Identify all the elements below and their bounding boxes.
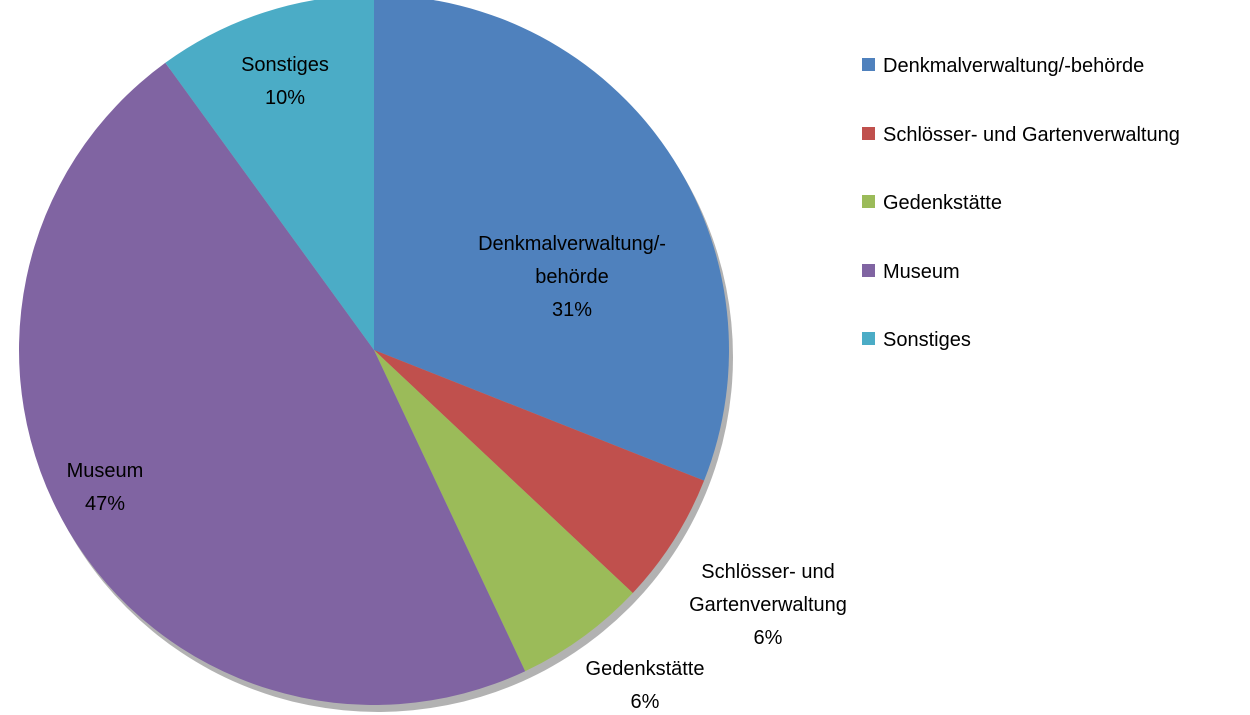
legend-swatch <box>862 126 875 140</box>
data-label: Schlösser- und Gartenverwaltung 6% <box>678 556 858 655</box>
legend-item: Museum <box>862 260 960 284</box>
legend-swatch <box>862 58 875 71</box>
pie-slice <box>19 62 526 706</box>
data-label-category: Gedenkstätte <box>585 658 705 680</box>
data-label-value: 31% <box>551 299 593 321</box>
data-label: Gedenkstätte 6% <box>560 653 730 715</box>
data-label-category: Denkmalverwaltung/-behörde <box>478 233 666 288</box>
legend-item: Schlösser- und Gartenverwaltung <box>862 123 1180 147</box>
data-label-category: Museum <box>66 460 144 482</box>
data-label-category: Sonstiges <box>241 54 329 76</box>
data-label-category: Schlösser- und Gartenverwaltung <box>689 561 847 616</box>
legend-label: Sonstiges <box>883 329 971 351</box>
legend-label: Schlösser- und Gartenverwaltung <box>883 123 1180 146</box>
pie-slice <box>374 350 705 594</box>
legend-label: Museum <box>883 260 960 283</box>
legend-item: Denkmalverwaltung/-behörde <box>862 54 1144 78</box>
legend-swatch <box>862 263 875 277</box>
data-label-value: 10% <box>264 87 306 109</box>
data-label-value: 6% <box>630 691 660 713</box>
legend-swatch <box>862 332 875 345</box>
legend-label: Denkmalverwaltung/-behörde <box>883 55 1145 77</box>
legend-item: Sonstiges <box>862 328 971 352</box>
data-label-value: 47% <box>84 493 126 515</box>
data-label: Sonstiges 10% <box>200 49 370 115</box>
data-label-value: 6% <box>753 627 783 649</box>
legend-label: Gedenkstätte <box>883 192 1002 214</box>
pie-slice <box>165 0 374 350</box>
pie-slice <box>374 0 729 481</box>
data-label: Museum 47% <box>20 455 190 521</box>
pie-slice <box>374 350 633 672</box>
data-label: Denkmalverwaltung/-behörde 31% <box>462 228 682 327</box>
legend-swatch <box>862 195 875 208</box>
legend-item: Gedenkstätte <box>862 191 1002 215</box>
